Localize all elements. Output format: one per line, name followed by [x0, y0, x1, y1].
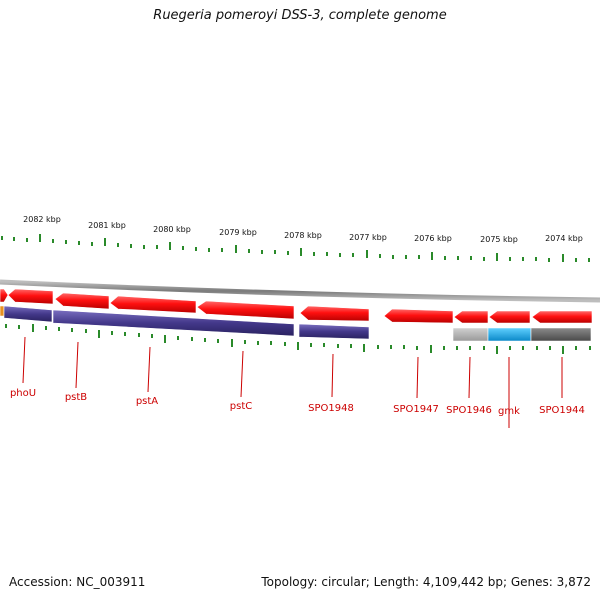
outer-ticks	[1, 234, 590, 262]
gene-label[interactable]: SPO1948	[308, 403, 354, 414]
gene-label[interactable]: SPO1947	[393, 404, 439, 415]
gene-label[interactable]: pstB	[65, 392, 87, 403]
gene-arrow[interactable]	[109, 295, 197, 314]
gene-arrow[interactable]	[299, 305, 370, 322]
gene-arrow[interactable]	[7, 288, 54, 305]
gene-label[interactable]: phoU	[10, 388, 36, 399]
gene-label[interactable]: SPO1946	[446, 405, 492, 416]
genome-summary-text: Topology: circular; Length: 4,109,442 bp…	[261, 575, 591, 589]
inner-ticks	[5, 324, 591, 354]
gene-arrow[interactable]	[383, 308, 454, 324]
scale-label: 2076 kbp	[414, 234, 452, 243]
gene-block[interactable]	[52, 309, 295, 337]
gene-arrow[interactable]	[531, 310, 593, 324]
accession-text: Accession: NC_003911	[9, 575, 146, 589]
scale-label: 2075 kbp	[480, 235, 518, 244]
gene-block[interactable]	[3, 305, 53, 323]
gene-arrow[interactable]	[0, 288, 9, 303]
gene-label[interactable]: gmk	[498, 406, 520, 417]
scale-label: 2080 kbp	[153, 225, 191, 234]
gene-arrow[interactable]	[54, 292, 110, 310]
reverse-strand	[0, 305, 592, 342]
gene-block[interactable]	[0, 305, 5, 317]
scale-label: 2082 kbp	[23, 215, 61, 224]
scale-label: 2078 kbp	[284, 231, 322, 240]
gene-block[interactable]	[452, 327, 489, 342]
gene-block[interactable]	[530, 327, 592, 342]
scale-label: 2074 kbp	[545, 234, 583, 243]
gene-label[interactable]: pstA	[136, 396, 158, 407]
gene-arrow[interactable]	[488, 310, 531, 324]
gene-label[interactable]: pstC	[230, 401, 252, 412]
gene-label[interactable]: SPO1944	[539, 405, 585, 416]
gene-arrow[interactable]	[196, 300, 295, 320]
forward-strand	[0, 288, 593, 324]
genome-backbone	[0, 279, 600, 303]
gene-arrow[interactable]	[453, 310, 489, 324]
map-title: Ruegeria pomeroyi DSS-3, complete genome	[153, 8, 447, 23]
scale-label: 2077 kbp	[349, 233, 387, 242]
gene-block[interactable]	[487, 327, 532, 342]
scale-label: 2081 kbp	[88, 221, 126, 230]
scale-label: 2079 kbp	[219, 228, 257, 237]
label-leaders	[22, 336, 563, 428]
gene-block[interactable]	[298, 323, 370, 340]
